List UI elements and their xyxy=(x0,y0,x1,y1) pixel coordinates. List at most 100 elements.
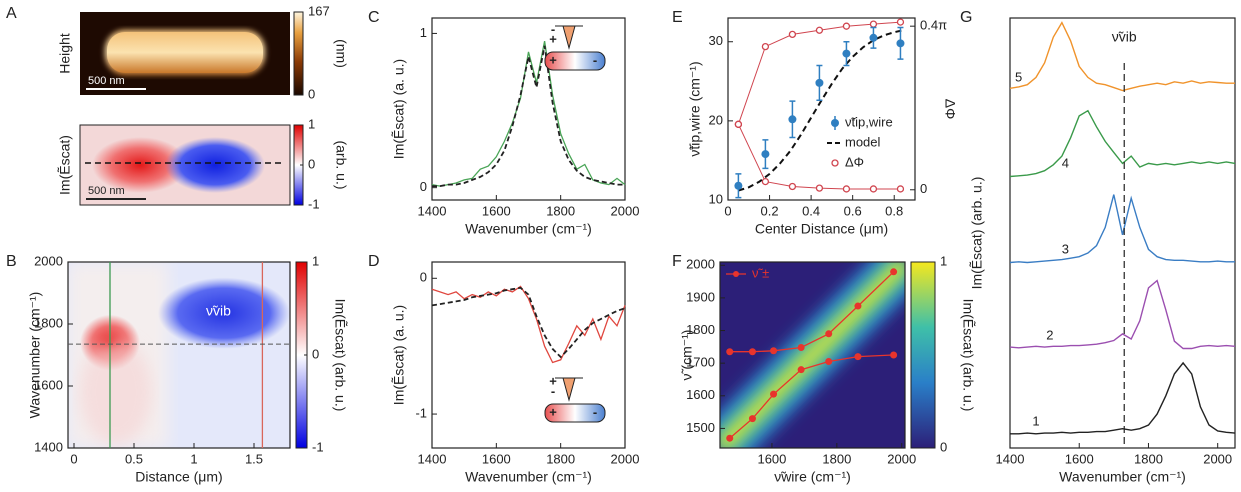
phase-point xyxy=(869,185,878,193)
y2-tick-label: 0.4π xyxy=(920,18,947,33)
x-tick-label: 2000 xyxy=(887,451,916,466)
inset-sign: + xyxy=(549,404,557,419)
x-tick-label: 2000 xyxy=(611,203,640,218)
y-tick-label: 0 xyxy=(420,179,427,194)
spectrum xyxy=(1009,279,1236,350)
branch-point xyxy=(825,358,833,366)
x-tick-label: 1600 xyxy=(757,451,786,466)
colorbar-label: (arb. u.) xyxy=(333,140,349,189)
branch-point xyxy=(825,330,833,338)
x-tick-label: 1600 xyxy=(482,451,511,466)
x-axis-label: Center Distance (μm) xyxy=(755,221,888,237)
phase-point xyxy=(815,184,824,192)
phase-point xyxy=(761,177,770,186)
inset-sign: - xyxy=(593,52,597,67)
curve-label: 3 xyxy=(1062,241,1069,256)
spectrum xyxy=(431,285,626,364)
y-axis-label: Im(Ẽscat) (a. u.) xyxy=(391,305,407,405)
spectrum xyxy=(431,40,626,187)
heatmap-region xyxy=(80,339,152,445)
colorbar-tick-label: 167 xyxy=(308,3,330,18)
phase-point xyxy=(896,18,905,26)
scale-bar-label: 500 nm xyxy=(88,185,125,197)
panel-letter: G xyxy=(960,9,972,26)
branch-point xyxy=(770,390,778,398)
colorbar-label: Im(Ẽscat) (arb. u.) xyxy=(332,299,348,412)
x-tick-label: 1600 xyxy=(482,203,511,218)
panel-letter: A xyxy=(6,5,17,22)
heatmap xyxy=(68,262,290,448)
colorbar-tick-label: -1 xyxy=(308,196,320,211)
spectrum xyxy=(1009,194,1235,264)
colorbar-tick-label: 1 xyxy=(308,116,315,131)
branch-point xyxy=(854,302,862,310)
x-tick-label: 1400 xyxy=(418,203,447,218)
colorbar-tick-label: 0 xyxy=(308,86,315,101)
x-axis-label: Wavenumber (cm⁻¹) xyxy=(465,221,592,237)
spectrum xyxy=(1009,109,1236,178)
branch-point xyxy=(748,415,756,423)
phase-point xyxy=(896,185,905,193)
y-tick-label: 1400 xyxy=(34,439,63,454)
x-axis-label: Wavenumber (cm⁻¹) xyxy=(1059,469,1186,485)
image-label: Height xyxy=(57,33,73,74)
image-label: Im(Ẽscat) xyxy=(57,135,73,195)
spectrum xyxy=(1010,361,1236,435)
legend-swatch xyxy=(733,271,739,277)
colorbar-label: Im(Ẽscat) (arb. u.) xyxy=(960,299,976,412)
phase-point xyxy=(734,120,743,128)
y-tick-label: 2000 xyxy=(686,257,715,272)
tip-icon xyxy=(555,377,583,402)
plot-frame xyxy=(431,261,626,449)
curve-label: 2 xyxy=(1046,327,1053,342)
x-axis-label: Wavenumber (cm⁻¹) xyxy=(465,469,592,485)
x-tick-label: 0 xyxy=(70,451,77,466)
y-tick-label: 0 xyxy=(420,270,427,285)
x-tick-label: 1800 xyxy=(546,451,575,466)
heatmap-region xyxy=(158,277,290,349)
x-axis-label: Distance (μm) xyxy=(135,469,222,485)
plot-frame xyxy=(1009,17,1236,449)
panel-letter: B xyxy=(6,253,17,270)
legend-label: ν̃tip,wire xyxy=(845,114,893,129)
phase-point xyxy=(815,26,824,34)
colorbar-tick-label: 0 xyxy=(940,439,947,454)
y-tick-label: 1800 xyxy=(34,315,63,330)
annotation: ν̃vib xyxy=(206,302,231,318)
x-tick-label: 1.5 xyxy=(245,451,263,466)
x-tick-label: 0.8 xyxy=(885,203,903,218)
branch-point xyxy=(726,434,734,442)
x-tick-label: 1800 xyxy=(546,203,575,218)
annotation: ν̃vib xyxy=(1112,29,1137,45)
branch-point xyxy=(890,351,898,359)
heatmap xyxy=(720,262,905,448)
x-tick-label: 0.5 xyxy=(125,451,143,466)
x-tick-label: 0.4 xyxy=(802,203,820,218)
y-axis-label: Wavenumber (cm⁻¹) xyxy=(27,292,43,419)
phase-point xyxy=(842,185,851,193)
plot-frame xyxy=(67,261,291,449)
data-point xyxy=(734,181,743,190)
colorbar-label: (nm) xyxy=(333,39,349,68)
data-point xyxy=(896,39,905,48)
scale-bar-label: 500 nm xyxy=(88,75,125,87)
branch-point xyxy=(854,353,862,361)
x-tick-label: 1800 xyxy=(822,451,851,466)
colorbar xyxy=(293,11,304,96)
phase-point xyxy=(761,42,770,51)
y-tick-label: 20 xyxy=(709,112,723,127)
legend-label: ν̃ ± xyxy=(752,265,769,280)
field-lobe xyxy=(165,137,265,193)
inset-sign: + xyxy=(549,52,557,67)
spectrum xyxy=(1009,21,1235,92)
colorbar xyxy=(910,261,936,449)
branch-point xyxy=(748,348,756,356)
legend-label: ΔΦ xyxy=(845,154,864,169)
colorbar-tick-label: 0 xyxy=(312,346,319,361)
y-tick-label: 10 xyxy=(709,191,723,206)
y-tick-label: 30 xyxy=(709,33,723,48)
x-tick-label: 0.6 xyxy=(844,203,862,218)
y-tick-label: 1 xyxy=(420,25,427,40)
colorbar-tick-label: 0 xyxy=(308,156,315,171)
data-point xyxy=(815,78,824,87)
